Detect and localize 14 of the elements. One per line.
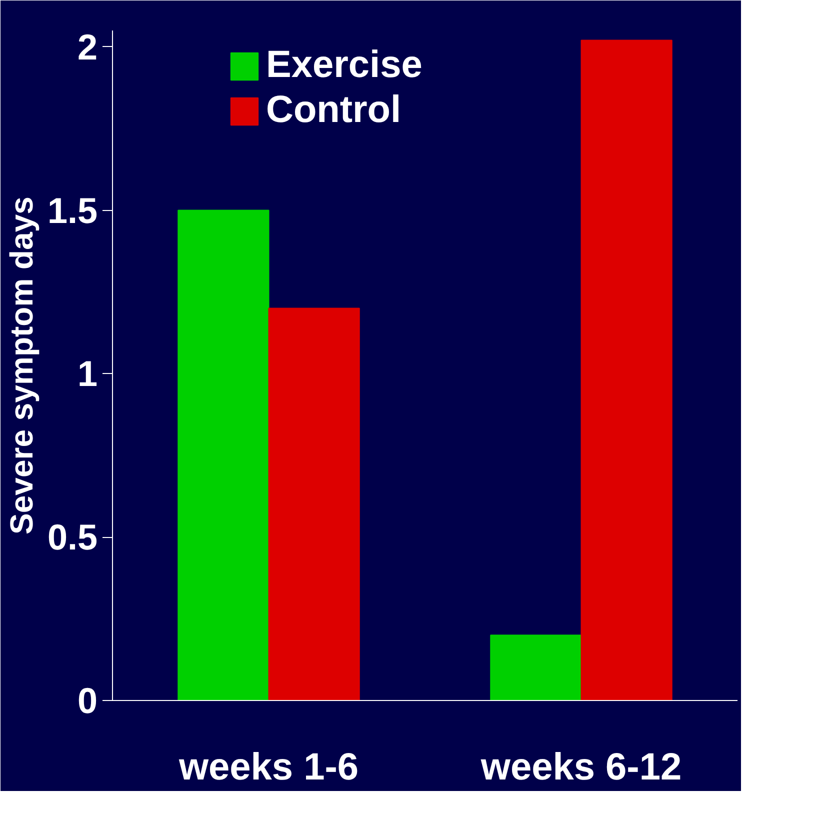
y-tick-label: 0: [77, 680, 98, 721]
y-tick-label: 0.5: [47, 516, 98, 558]
bar: [580, 40, 672, 700]
legend-label: Exercise: [266, 44, 422, 87]
bar: [178, 210, 270, 700]
x-tick-label: weeks 6-12: [480, 746, 682, 788]
y-axis-title: Severe symptom days: [3, 196, 40, 534]
y-tick-label: 1.5: [47, 190, 98, 231]
y-tick-label: 2: [77, 26, 98, 68]
bar: [490, 634, 582, 700]
legend-label: Control: [266, 89, 402, 132]
x-tick-label: weeks 1-6: [178, 746, 359, 788]
y-tick-label: 1: [77, 353, 98, 394]
bar: [268, 308, 360, 700]
